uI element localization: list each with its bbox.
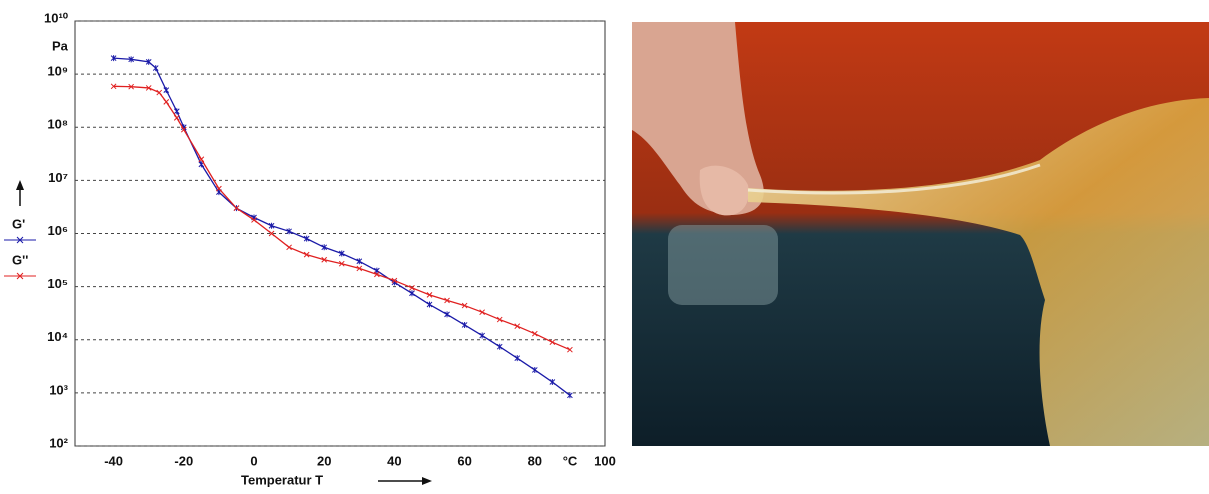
point-marker — [164, 87, 169, 93]
point-marker — [164, 99, 169, 104]
y-tick-label: 10² — [49, 435, 68, 450]
point-marker — [532, 367, 537, 373]
point-marker — [409, 290, 414, 296]
point-marker — [497, 344, 502, 350]
point-marker — [174, 108, 179, 114]
legend: G' G'' — [4, 216, 36, 279]
y-arrow — [16, 180, 24, 206]
point-marker — [287, 245, 292, 250]
x-tick-label: 80 — [528, 453, 542, 468]
y-tick-label: 10⁷ — [48, 170, 68, 185]
x-tick-label: -20 — [174, 453, 193, 468]
point-marker — [567, 347, 572, 352]
x-tick-label: 100 — [594, 453, 616, 468]
point-marker — [174, 115, 179, 120]
x-tick-label: -40 — [104, 453, 123, 468]
figure: Pa Temperatur T °C G' G'' 10¹⁰ 10⁹ 10⁸ 10⁷ 10… — [0, 0, 1209, 489]
y-tick-label: 10⁹ — [47, 64, 68, 79]
point-marker — [567, 392, 572, 398]
y-tick-label: 10⁵ — [47, 276, 68, 291]
y-axis-label: Pa — [52, 38, 69, 53]
x-arrow — [378, 477, 432, 485]
x-tick-label: 60 — [457, 453, 471, 468]
point-marker — [532, 331, 537, 336]
y-tick-label: 10⁸ — [47, 117, 68, 132]
y-tick-label: 10¹⁰ — [44, 10, 69, 25]
x-tick-label: 20 — [317, 453, 331, 468]
point-marker — [357, 258, 362, 264]
x-tick-label: 0 — [250, 453, 257, 468]
x-unit: °C — [563, 453, 578, 468]
point-marker — [480, 333, 485, 339]
point-marker — [515, 355, 520, 361]
legend-label: G' — [12, 216, 25, 231]
point-marker — [462, 322, 467, 328]
x-axis-label: Temperatur T — [241, 472, 323, 487]
point-marker — [153, 65, 158, 71]
page: {"chart_data": {"type": "line", "y_label… — [0, 0, 1209, 489]
y-tick-label: 10⁴ — [47, 329, 68, 344]
series-line — [114, 86, 570, 349]
point-marker — [409, 285, 414, 290]
y-tick-label: 10³ — [49, 382, 68, 397]
legend-label: G'' — [12, 252, 28, 267]
y-tick-label: 10⁶ — [48, 223, 68, 238]
x-tick-label: 40 — [387, 453, 401, 468]
point-marker — [157, 90, 162, 95]
point-marker — [304, 236, 309, 242]
photo — [632, 22, 1209, 446]
point-marker — [550, 379, 555, 385]
point-marker — [550, 340, 555, 345]
point-marker — [445, 311, 450, 317]
point-marker — [427, 302, 432, 308]
